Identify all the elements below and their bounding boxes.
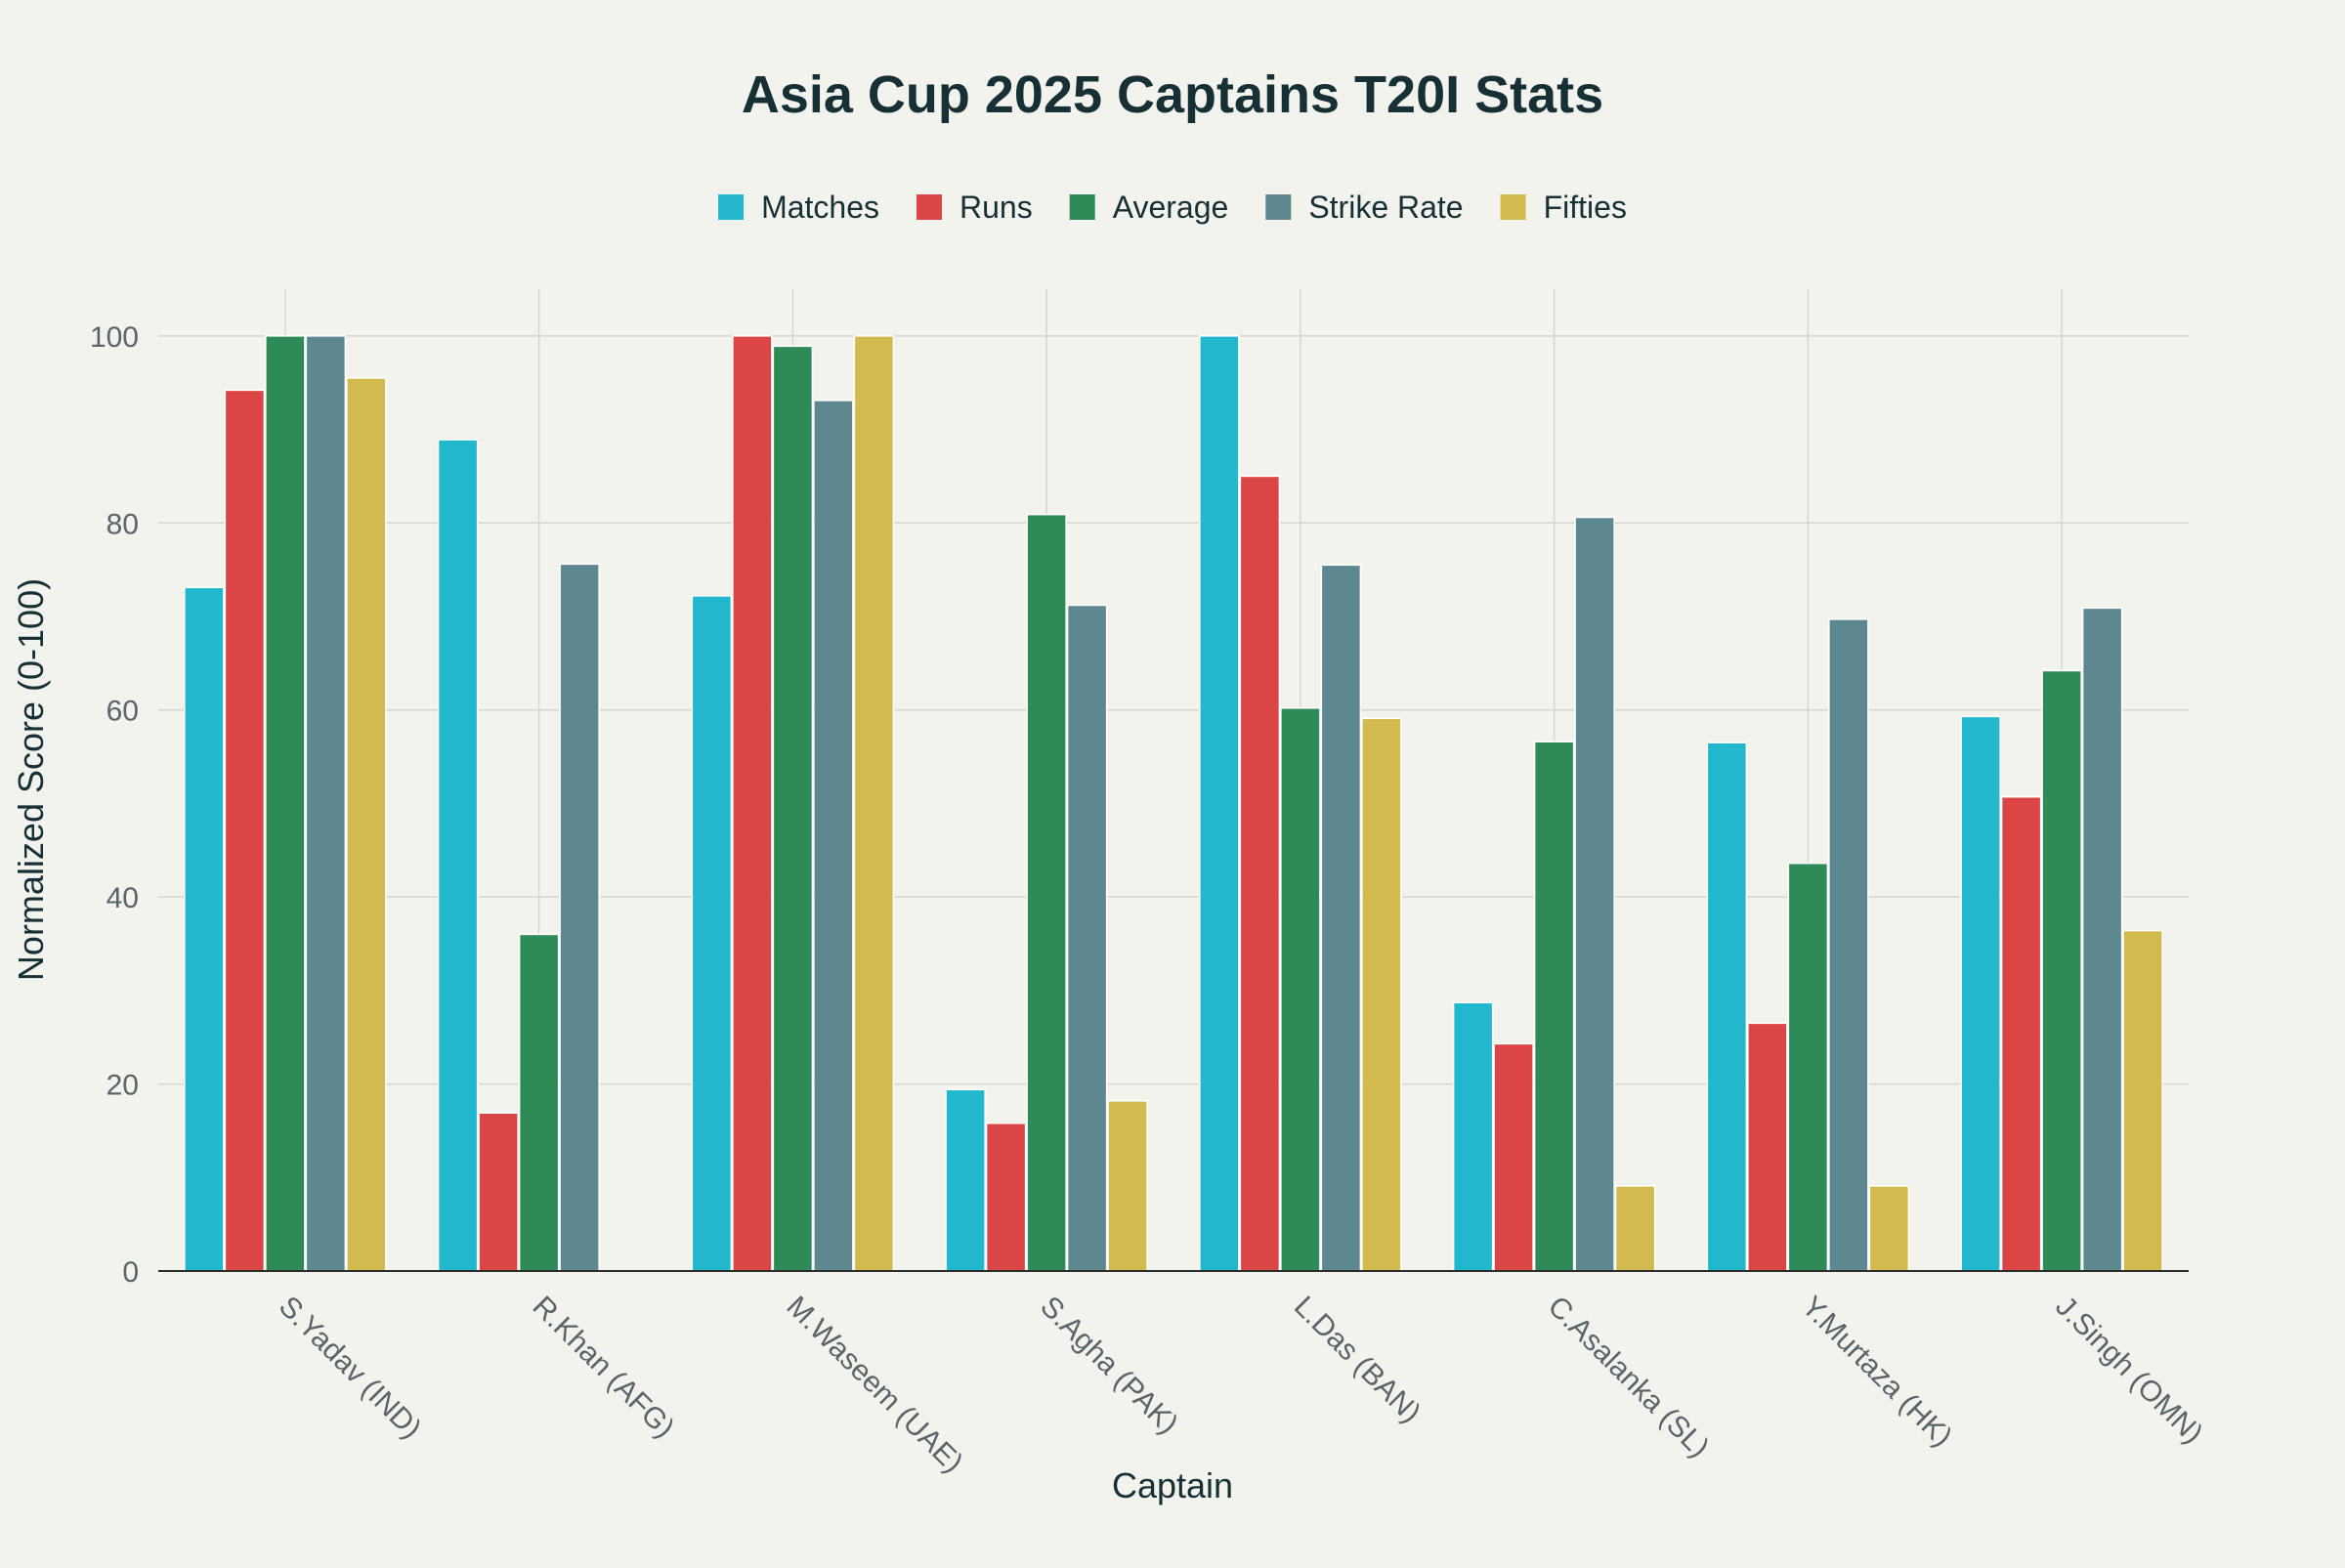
bar-strike-rate — [559, 563, 600, 1272]
bar-matches — [1452, 1001, 1494, 1272]
legend-swatch — [718, 194, 745, 220]
legend-swatch — [1069, 194, 1095, 220]
bar-average — [518, 933, 560, 1272]
legend-label: Matches — [761, 190, 879, 225]
y-tick-label: 0 — [122, 1256, 139, 1289]
bar-fifties — [853, 335, 895, 1272]
y-tick-label: 80 — [107, 508, 139, 540]
bar-fifties — [1614, 1185, 1656, 1272]
legend-label: Fifties — [1544, 190, 1627, 225]
bar-strike-rate — [1066, 604, 1108, 1272]
y-axis-title: Normalized Score (0-100) — [11, 578, 51, 981]
bar-fifties — [1107, 1100, 1148, 1272]
y-tick-label: 100 — [90, 321, 139, 354]
bar-runs — [1493, 1042, 1534, 1272]
bar-fifties — [2122, 929, 2163, 1272]
bar-matches — [945, 1088, 986, 1272]
bar-average — [1533, 741, 1575, 1272]
x-tick-label: C.Asalanka (SL) — [1542, 1291, 1716, 1464]
legend-label: Runs — [959, 190, 1033, 225]
bar-strike-rate — [305, 335, 347, 1272]
bar-average — [2041, 669, 2082, 1272]
bar-runs — [224, 389, 266, 1272]
bar-matches — [1706, 742, 1748, 1272]
legend-swatch — [1500, 194, 1526, 220]
bar-average — [1787, 862, 1829, 1272]
x-tick-label: Y.Murtaza (HK) — [1795, 1291, 1958, 1454]
x-tick-label: S.Yadav (IND) — [273, 1291, 428, 1446]
bar-matches — [691, 595, 733, 1272]
legend: Matches Runs Average Strike Rate Fifties — [718, 190, 1627, 225]
bar-average — [772, 345, 814, 1272]
bars — [184, 335, 2163, 1272]
bar-fifties — [346, 377, 387, 1272]
bar-average — [265, 335, 306, 1272]
bar-runs — [1239, 475, 1281, 1272]
y-tick-label: 40 — [107, 882, 139, 914]
bar-runs — [478, 1112, 519, 1272]
bar-strike-rate — [1828, 618, 1869, 1272]
legend-swatch — [917, 194, 942, 220]
bar-matches — [1960, 715, 2001, 1272]
x-tick-label: J.Singh (OMN) — [2049, 1291, 2209, 1451]
x-axis-ticks: S.Yadav (IND) R.Khan (AFG) M.Waseem (UAE) S… — [273, 1291, 2209, 1479]
x-axis-title: Captain — [1112, 1465, 1233, 1505]
bar-fifties — [1868, 1185, 1910, 1272]
bar-average — [1280, 707, 1321, 1272]
legend-label: Strike Rate — [1308, 190, 1463, 225]
x-tick-label: R.Khan (AFG) — [527, 1291, 681, 1445]
x-tick-label: M.Waseem (UAE) — [780, 1291, 968, 1479]
chart-title: Asia Cup 2025 Captains T20I Stats — [742, 65, 1603, 124]
bar-strike-rate — [2081, 607, 2123, 1272]
x-tick-label: S.Agha (PAK) — [1034, 1291, 1184, 1441]
y-tick-label: 60 — [107, 696, 139, 728]
legend-label: Average — [1113, 190, 1229, 225]
y-axis-ticks: 0 20 40 60 80 100 — [90, 321, 139, 1289]
bar-matches — [437, 439, 479, 1272]
legend-swatch — [1265, 194, 1292, 220]
bar-average — [1026, 513, 1067, 1272]
bar-matches — [184, 586, 225, 1272]
bar-strike-rate — [1574, 516, 1615, 1272]
bar-runs — [1747, 1022, 1788, 1272]
y-tick-label: 20 — [107, 1070, 139, 1102]
bar-runs — [985, 1123, 1027, 1272]
bar-runs — [732, 335, 773, 1272]
bar-strike-rate — [1320, 564, 1362, 1272]
bar-strike-rate — [813, 400, 854, 1272]
bar-fifties — [1361, 717, 1402, 1272]
x-tick-label: L.Das (BAN) — [1288, 1291, 1427, 1429]
bar-runs — [2000, 795, 2042, 1272]
bar-matches — [1199, 335, 1240, 1272]
